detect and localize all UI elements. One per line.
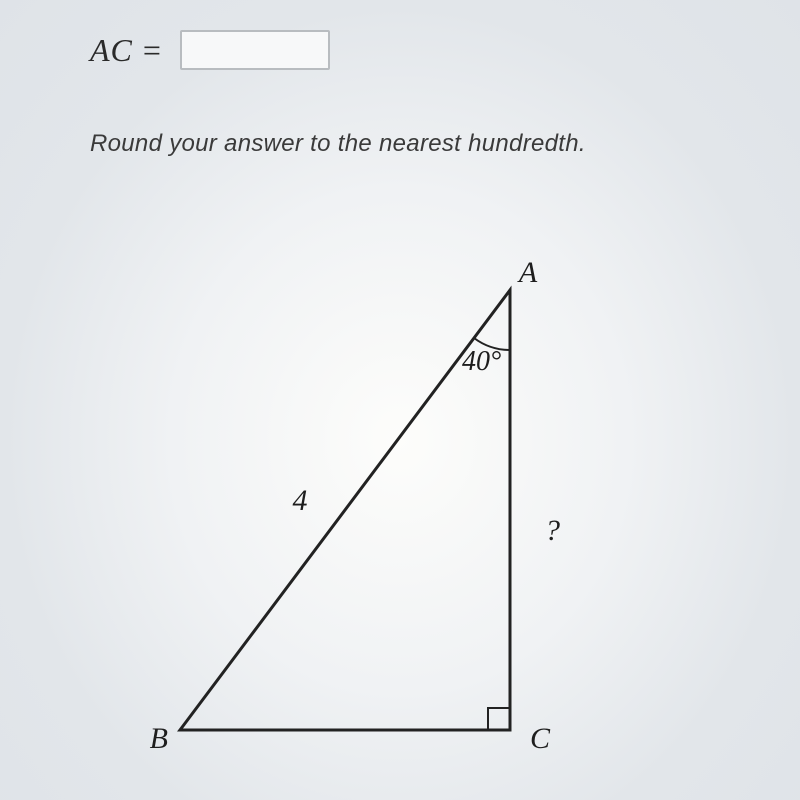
side-AB-label: 4 xyxy=(293,484,308,517)
content-area: AC = Round your answer to the nearest hu… xyxy=(90,30,740,158)
vertex-label-C: C xyxy=(530,722,551,755)
side-AC-label: ? xyxy=(545,514,560,547)
triangle-figure: A B C 40° 4 ? xyxy=(140,260,660,780)
instruction-text: Round your answer to the nearest hundred… xyxy=(90,130,740,158)
answer-input[interactable] xyxy=(180,30,330,70)
equation-lhs: AC xyxy=(90,32,133,69)
right-angle-marker xyxy=(488,708,510,730)
equation-op: = xyxy=(143,32,162,69)
equation-row: AC = xyxy=(90,30,740,70)
angle-label: 40° xyxy=(462,346,501,377)
vertex-label-B: B xyxy=(150,722,168,755)
worksheet-page: AC = Round your answer to the nearest hu… xyxy=(0,0,800,800)
vertex-label-A: A xyxy=(517,256,538,289)
triangle-shape xyxy=(180,290,510,730)
